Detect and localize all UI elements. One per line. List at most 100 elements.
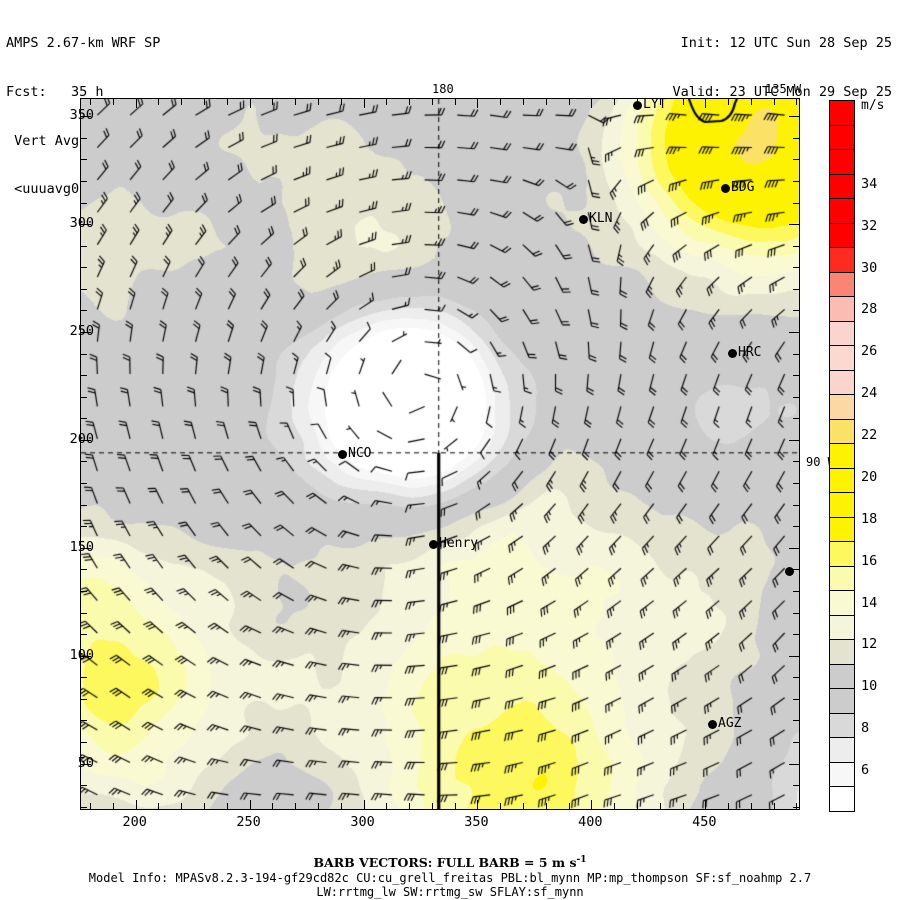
longitude-label: 90 W: [806, 455, 835, 469]
colorbar-tick-label: 18: [861, 510, 878, 527]
x-axis-tick: [591, 800, 593, 809]
colorbar-tick-label: 14: [861, 594, 878, 611]
y-axis-tick: [793, 806, 799, 808]
y-axis-tick: [789, 224, 799, 226]
x-axis-tick: [409, 99, 411, 105]
y-axis-tick: [789, 655, 799, 657]
colorbar-cell: [830, 395, 854, 420]
colorbar-tick-label: 34: [861, 175, 878, 192]
x-axis-tick: [477, 800, 479, 809]
y-axis-tick: [81, 483, 87, 485]
header-right: Init: 12 UTC Sun 28 Sep 25 Valid: 23 UTC…: [673, 3, 892, 133]
colorbar-cell: [830, 517, 854, 543]
station-label: AGZ: [718, 716, 742, 731]
x-axis-tick: [386, 803, 388, 809]
y-axis-tick: [793, 180, 799, 182]
coastline-and-gridlines: [81, 99, 799, 809]
y-axis-tick: [793, 137, 799, 139]
y-axis-label: 150: [69, 538, 94, 555]
y-axis-tick: [81, 288, 87, 290]
y-axis-tick: [81, 439, 91, 441]
y-axis-tick: [789, 116, 799, 118]
y-axis-tick: [793, 720, 799, 722]
station-dot-icon: [578, 214, 588, 224]
x-axis-tick: [523, 803, 525, 809]
colorbar-cell: [830, 297, 854, 322]
colorbar-cell: [830, 248, 854, 273]
station-dot-icon: [720, 183, 730, 193]
x-axis-tick: [181, 803, 183, 809]
colorbar-cell: [830, 125, 854, 151]
y-axis-tick: [793, 310, 799, 312]
y-axis-tick: [81, 677, 87, 679]
x-axis-tick: [249, 800, 251, 809]
x-axis-tick: [226, 99, 228, 105]
x-axis-tick: [500, 99, 502, 105]
y-axis-tick: [793, 569, 799, 571]
y-axis-tick: [793, 396, 799, 398]
x-axis-label: 450: [692, 814, 717, 830]
y-axis-tick: [81, 698, 87, 700]
colorbar-cell: [830, 493, 854, 518]
colorbar-cell: [830, 468, 854, 494]
y-axis-tick: [793, 677, 799, 679]
x-axis-label: 200: [122, 814, 147, 830]
colorbar-cell: [830, 689, 854, 714]
y-axis-label: 350: [69, 107, 94, 124]
x-axis-label: 250: [236, 814, 261, 830]
y-axis-tick: [81, 763, 91, 765]
forecast-hour: Fcst: 35 h: [6, 84, 104, 101]
colorbar-unit-label: m/s: [861, 98, 885, 113]
x-axis-tick: [614, 99, 616, 105]
colorbar[interactable]: [829, 100, 855, 812]
colorbar-tick-label: 10: [861, 678, 878, 695]
x-axis-tick: [340, 803, 342, 809]
colorbar-tick-label: 20: [861, 468, 878, 485]
x-axis-tick: [728, 99, 730, 105]
x-axis-tick: [545, 99, 547, 105]
y-axis-label: 250: [69, 323, 94, 340]
y-axis-label: 300: [69, 215, 94, 232]
x-axis-tick: [545, 803, 547, 809]
x-axis-tick: [773, 99, 775, 105]
y-axis-tick: [793, 504, 799, 506]
station-label: Henry: [439, 536, 479, 551]
y-axis-tick: [81, 418, 87, 420]
y-axis-tick: [81, 526, 87, 528]
y-axis-tick: [81, 720, 87, 722]
colorbar-cell: [830, 664, 854, 690]
model-info-line-1: Model Info: MPASv8.2.3-194-gf29cd82c CU:…: [88, 871, 812, 885]
x-axis-tick: [614, 803, 616, 809]
colorbar-cell: [830, 762, 854, 788]
y-axis-tick: [81, 547, 91, 549]
x-axis-tick: [636, 803, 638, 809]
y-axis-tick: [81, 245, 87, 247]
x-axis-tick: [523, 99, 525, 105]
y-axis-tick: [81, 396, 87, 398]
y-axis-tick: [81, 806, 87, 808]
x-axis-tick: [750, 99, 752, 105]
x-axis-tick: [454, 99, 456, 105]
colorbar-tick-label: 28: [861, 301, 878, 318]
station-dot-icon: [707, 719, 717, 729]
colorbar-cell: [830, 150, 854, 175]
colorbar-cell: [830, 444, 854, 469]
y-axis-tick: [793, 590, 799, 592]
y-axis-tick: [81, 375, 87, 377]
colorbar-tick-label: 22: [861, 427, 878, 444]
map-plot-area[interactable]: LYT BDG KLN HRC NCO Henry AGZ: [80, 98, 800, 810]
y-axis-tick: [793, 785, 799, 787]
x-axis-label: 300: [350, 814, 375, 830]
y-axis-tick: [81, 590, 87, 592]
y-axis-tick: [789, 332, 799, 334]
x-axis-tick: [568, 803, 570, 809]
x-axis-tick: [295, 803, 297, 809]
x-axis-tick: [272, 803, 274, 809]
x-axis-tick: [386, 99, 388, 105]
x-axis-tick: [409, 803, 411, 809]
x-axis-tick: [477, 99, 479, 108]
y-axis-tick: [81, 159, 87, 161]
x-axis-tick: [226, 803, 228, 809]
y-axis-tick: [81, 267, 87, 269]
init-time: Init: 12 UTC Sun 28 Sep 25: [680, 35, 892, 52]
